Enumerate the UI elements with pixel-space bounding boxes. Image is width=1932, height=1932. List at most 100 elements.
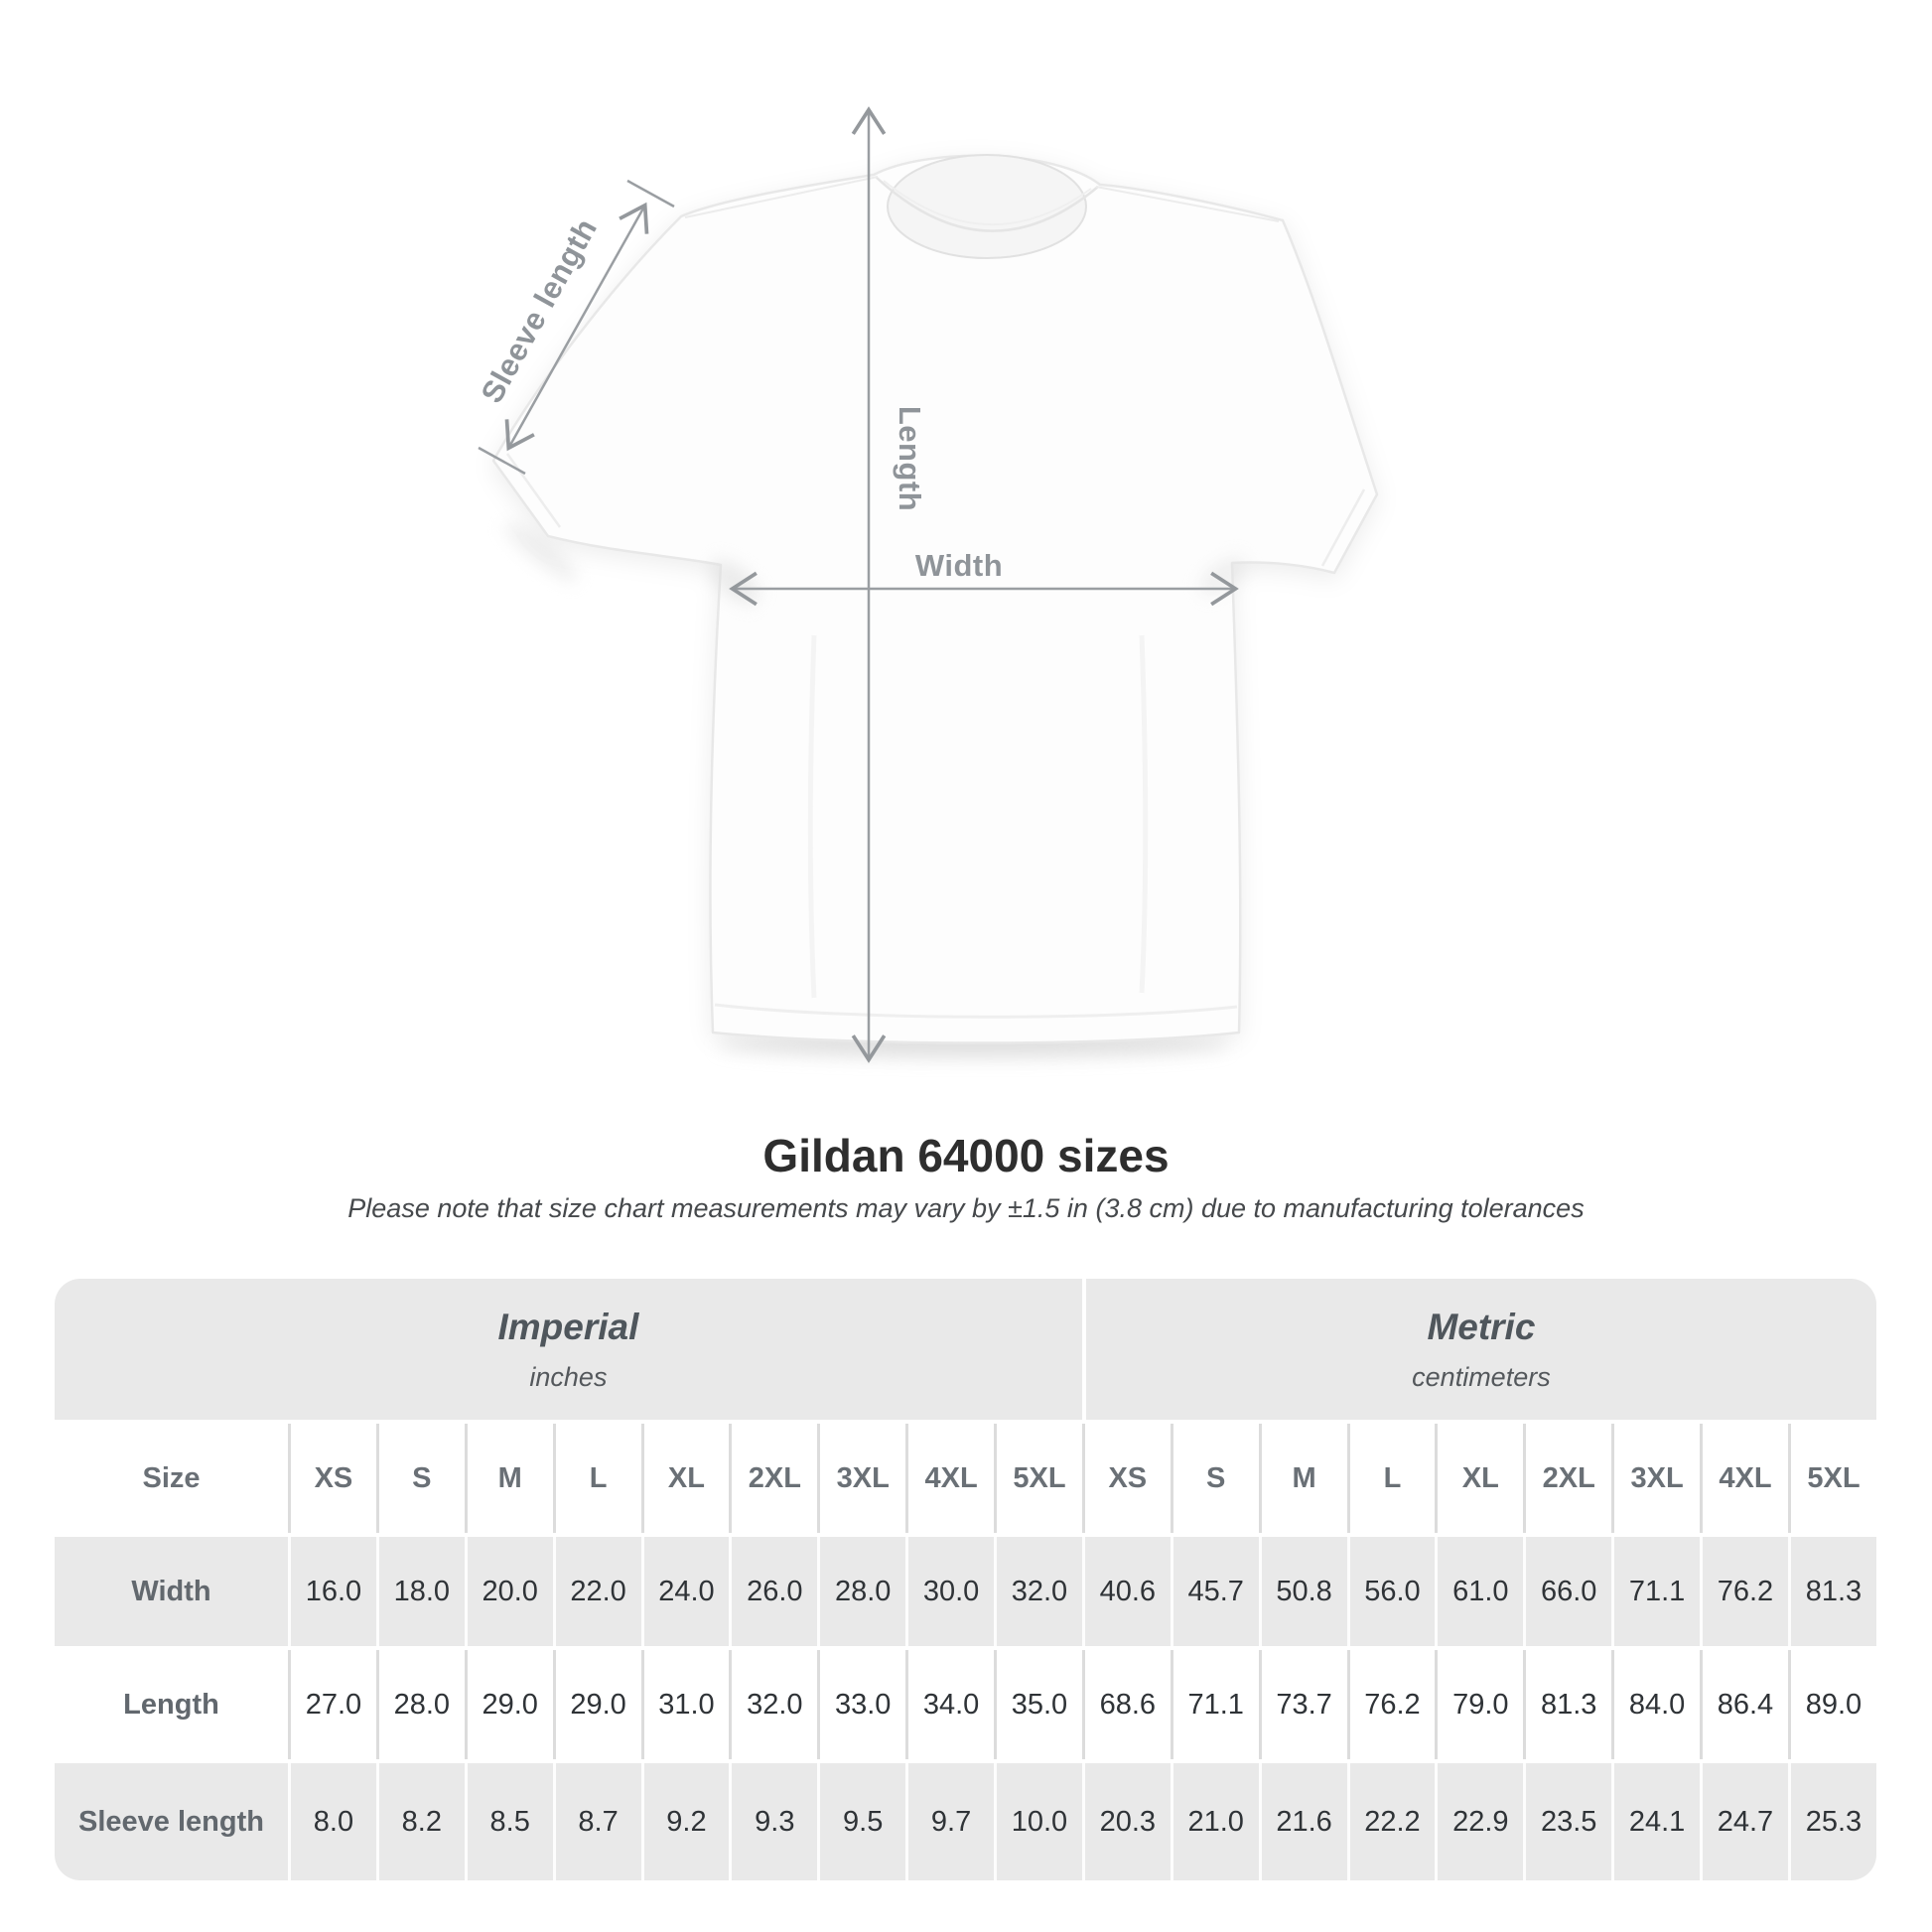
page-title: Gildan 64000 sizes — [762, 1130, 1170, 1181]
measurement-cell: 24.0 — [640, 1537, 730, 1646]
size-column-header: 2XL — [729, 1424, 818, 1533]
size-column-header: L — [1346, 1424, 1436, 1533]
measurement-cell: 35.0 — [994, 1650, 1082, 1759]
left-cuff-seam — [505, 453, 562, 528]
left-shoulder-seam — [684, 176, 879, 218]
size-column-header: XL — [1435, 1424, 1524, 1533]
measurement-cell: 73.7 — [1258, 1650, 1347, 1759]
metric-band: Metric centimeters — [1081, 1279, 1876, 1420]
width-label: Width — [915, 548, 1003, 583]
measurement-cell: 22.2 — [1346, 1763, 1436, 1880]
measurement-cell: 28.0 — [375, 1650, 465, 1759]
measurement-cell: 56.0 — [1346, 1537, 1436, 1646]
measurement-cell: 20.3 — [1081, 1763, 1171, 1880]
measurement-cell: 81.3 — [1787, 1537, 1876, 1646]
measurement-cell: 21.0 — [1170, 1763, 1259, 1880]
measurement-cell: 89.0 — [1787, 1650, 1876, 1759]
collar-stitch — [883, 180, 1092, 225]
crease-right — [1139, 634, 1149, 994]
collar-opening — [887, 154, 1087, 259]
tolerance-note: Please note that size chart measurements… — [347, 1193, 1585, 1223]
measurement-cell: 23.5 — [1523, 1763, 1612, 1880]
measurement-cell: 68.6 — [1081, 1650, 1171, 1759]
measurement-cell: 20.0 — [464, 1537, 553, 1646]
measurement-cell: 32.0 — [994, 1537, 1082, 1646]
measurement-cell: 22.0 — [552, 1537, 641, 1646]
row-label: Sleeve length — [55, 1763, 288, 1880]
measurement-cell: 22.9 — [1435, 1763, 1524, 1880]
measurement-cell: 24.1 — [1611, 1763, 1700, 1880]
row-label: Width — [55, 1537, 288, 1646]
row-label: Length — [55, 1650, 288, 1759]
size-column-header: XL — [640, 1424, 730, 1533]
measurement-cell: 9.7 — [905, 1763, 994, 1880]
measurement-cell: 25.3 — [1787, 1763, 1876, 1880]
measurement-cell: 21.6 — [1258, 1763, 1347, 1880]
left-cuff-shadow — [504, 522, 578, 582]
size-column-header: Size — [55, 1424, 288, 1533]
tshirt-diagram-svg: Width Length Sleeve length — [474, 106, 1379, 1063]
measurement-cell: 29.0 — [464, 1650, 553, 1759]
right-shoulder-seam — [1095, 186, 1280, 222]
imperial-title: Imperial — [497, 1306, 639, 1347]
size-column-header: 3XL — [1611, 1424, 1700, 1533]
measurement-cell: 24.7 — [1700, 1763, 1788, 1880]
imperial-unit: inches — [529, 1361, 608, 1392]
measurement-cell: 10.0 — [994, 1763, 1082, 1880]
size-column-header: 5XL — [1787, 1424, 1876, 1533]
size-column-header: 5XL — [994, 1424, 1082, 1533]
measurement-cell: 76.2 — [1346, 1650, 1436, 1759]
measurement-cell: 34.0 — [905, 1650, 994, 1759]
size-header-row: Size XS S M L XL 2XL 3XL 4XL 5XL XS S M L XL 2XL 3XL 4XL… — [55, 1424, 1876, 1533]
measurement-cell: 27.0 — [288, 1650, 376, 1759]
size-column-header: XS — [288, 1424, 376, 1533]
size-column-header: M — [1258, 1424, 1347, 1533]
size-column-header: XS — [1081, 1424, 1171, 1533]
measurement-cell: 8.7 — [552, 1763, 641, 1880]
tshirt-body — [491, 154, 1379, 1044]
table-row-width: Width 16.0 18.0 20.0 22.0 24.0 26.0 28.0 30.0 32… — [55, 1537, 1876, 1646]
measurement-cell: 29.0 — [552, 1650, 641, 1759]
measurement-cell: 71.1 — [1170, 1650, 1259, 1759]
size-column-header: 3XL — [817, 1424, 906, 1533]
measurement-cell: 18.0 — [375, 1537, 465, 1646]
measurement-cell: 8.0 — [288, 1763, 376, 1880]
metric-title: Metric — [1427, 1306, 1536, 1347]
size-column-header: S — [1170, 1424, 1259, 1533]
measurement-annotations — [478, 106, 1239, 1063]
measurement-cell: 28.0 — [817, 1537, 906, 1646]
measurement-cell: 26.0 — [729, 1537, 818, 1646]
measurement-cell: 61.0 — [1435, 1537, 1524, 1646]
measurement-cell: 79.0 — [1435, 1650, 1524, 1759]
table-row-length: Length 27.0 28.0 29.0 29.0 31.0 32.0 33.0 34.0 3… — [55, 1650, 1876, 1759]
table-row-sleeve-length: Sleeve length 8.0 8.2 8.5 8.7 9.2 9.3 9.5 9.7 10… — [55, 1763, 1876, 1880]
measurement-cell: 33.0 — [817, 1650, 906, 1759]
collar-seam — [875, 176, 1099, 232]
measurement-cell: 66.0 — [1523, 1537, 1612, 1646]
measurement-cell: 31.0 — [640, 1650, 730, 1759]
metric-unit: centimeters — [1412, 1361, 1551, 1392]
measurement-cell: 8.2 — [375, 1763, 465, 1880]
measurement-cell: 8.5 — [464, 1763, 553, 1880]
measurement-cell: 9.2 — [640, 1763, 730, 1880]
sleeve-length-tick-bottom — [478, 446, 526, 476]
measurement-cell: 84.0 — [1611, 1650, 1700, 1759]
sleeve-length-tick-top — [626, 179, 675, 208]
measurement-cell: 71.1 — [1611, 1537, 1700, 1646]
shirt-illustration — [491, 154, 1379, 1044]
tshirt-measurement-diagram: Width Length Sleeve length — [474, 106, 1379, 1063]
measurement-cell: 86.4 — [1700, 1650, 1788, 1759]
right-cuff-seam — [1320, 488, 1366, 567]
measurement-cell: 9.3 — [729, 1763, 818, 1880]
size-column-header: M — [464, 1424, 553, 1533]
measurement-cell: 45.7 — [1170, 1537, 1259, 1646]
measurement-cell: 76.2 — [1700, 1537, 1788, 1646]
measurement-cell: 9.5 — [817, 1763, 906, 1880]
measurement-cell: 40.6 — [1081, 1537, 1171, 1646]
sleeve-length-arrow — [504, 202, 649, 452]
unit-band-row: Imperial inches Metric centimeters — [55, 1279, 1876, 1420]
measurement-cell: 16.0 — [288, 1537, 376, 1646]
length-label: Length — [893, 406, 927, 511]
size-table: Imperial inches Metric centimeters Size … — [55, 1275, 1876, 1884]
